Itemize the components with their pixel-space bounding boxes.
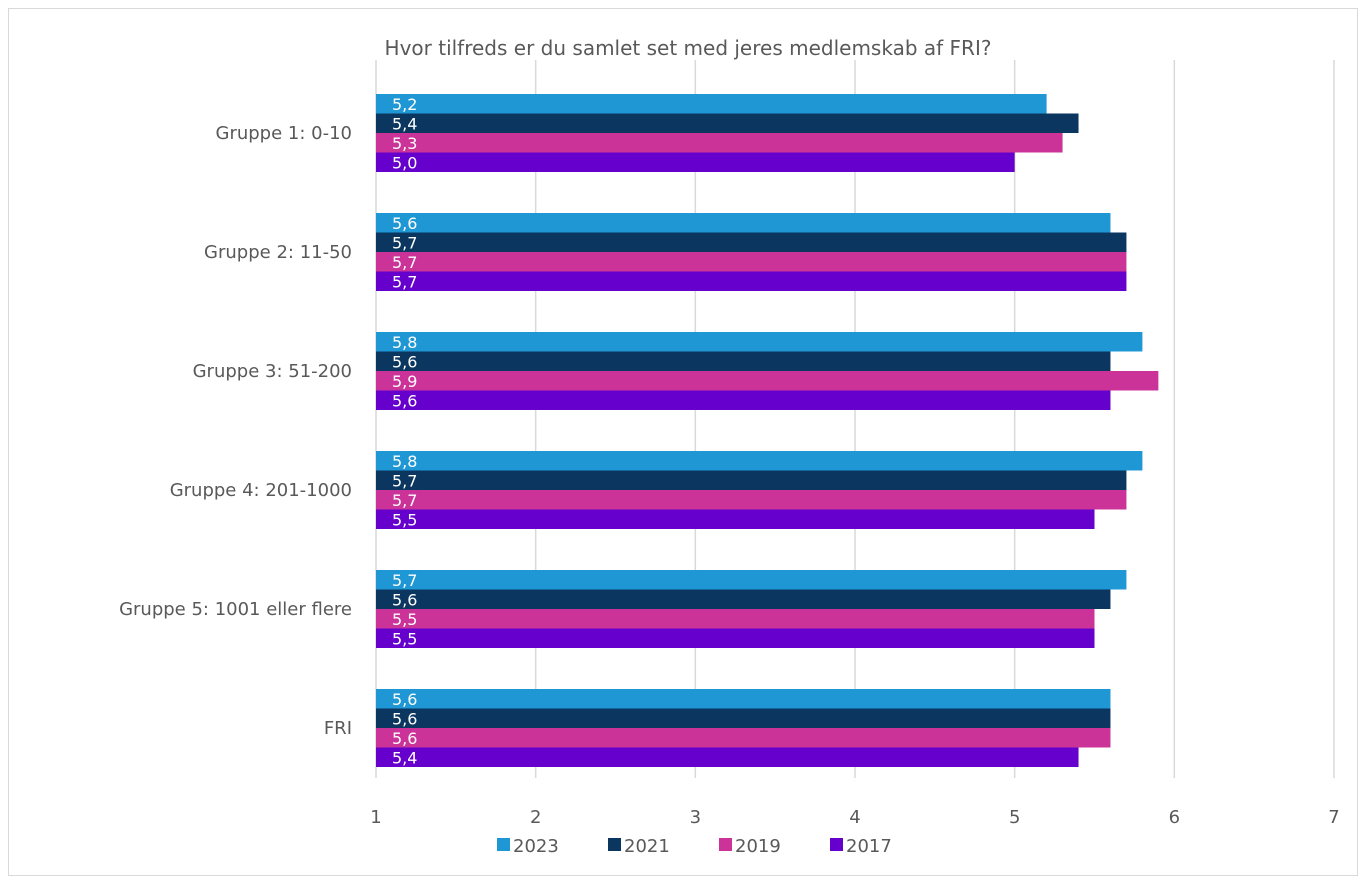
bar-2019 <box>376 728 1111 748</box>
bar-2023 <box>376 451 1143 471</box>
x-tick-label: 7 <box>1328 807 1339 828</box>
data-label: 5,6 <box>392 391 417 410</box>
data-label: 5,8 <box>392 452 417 471</box>
bar-2017 <box>376 152 1015 172</box>
bar-2021 <box>376 113 1079 133</box>
data-label: 5,5 <box>392 610 417 629</box>
data-label: 5,3 <box>392 134 417 153</box>
bar-2023 <box>376 94 1047 114</box>
data-label: 5,5 <box>392 510 417 529</box>
bar-2019 <box>376 609 1095 629</box>
data-label: 5,6 <box>392 214 417 233</box>
bar-2023 <box>376 332 1143 352</box>
data-label: 5,4 <box>392 114 417 133</box>
bar-2019 <box>376 133 1063 153</box>
x-tick-label: 6 <box>1169 807 1180 828</box>
legend-label: 2023 <box>513 836 559 857</box>
data-label: 5,7 <box>392 471 417 490</box>
data-label: 5,6 <box>392 690 417 709</box>
legend-label: 2019 <box>735 836 781 857</box>
bars: 5,25,45,35,05,65,75,75,75,85,65,95,65,85… <box>376 94 1159 767</box>
category-label: Gruppe 2: 11-50 <box>204 242 352 263</box>
data-label: 5,7 <box>392 272 417 291</box>
gridlines <box>375 60 1335 778</box>
bar-2019 <box>376 490 1127 510</box>
data-label: 5,6 <box>392 729 417 748</box>
x-tick-label: 1 <box>370 807 381 828</box>
data-label: 5,9 <box>392 372 417 391</box>
bar-2023 <box>376 689 1111 709</box>
bar-2021 <box>376 708 1111 728</box>
data-label: 5,8 <box>392 333 417 352</box>
data-label: 5,2 <box>392 95 417 114</box>
data-label: 5,7 <box>392 253 417 272</box>
bar-2019 <box>376 371 1159 391</box>
data-label: 5,0 <box>392 153 417 172</box>
category-labels: Gruppe 1: 0-10 Gruppe 2: 11-50 Gruppe 3: 5… <box>119 123 352 739</box>
data-label: 5,6 <box>392 709 417 728</box>
bar-2017 <box>376 628 1095 648</box>
x-tick-label: 2 <box>530 807 541 828</box>
legend-label: 2017 <box>846 836 892 857</box>
chart-title: Hvor tilfreds er du samlet set med jeres… <box>385 36 992 60</box>
x-tick-label: 5 <box>1009 807 1020 828</box>
x-tick-label: 3 <box>690 807 701 828</box>
bar-2017 <box>376 747 1079 767</box>
legend-swatch <box>719 838 732 851</box>
legend-swatch <box>830 838 843 851</box>
data-label: 5,4 <box>392 748 417 767</box>
bar-2021 <box>376 351 1111 371</box>
bar-2021 <box>376 232 1127 252</box>
legend-label: 2021 <box>624 836 670 857</box>
category-label: Gruppe 4: 201-1000 <box>170 480 352 501</box>
data-label: 5,7 <box>392 491 417 510</box>
bar-2023 <box>376 570 1127 590</box>
data-label: 5,6 <box>392 590 417 609</box>
category-label: Gruppe 1: 0-10 <box>216 123 353 144</box>
bar-2017 <box>376 390 1111 410</box>
data-label: 5,5 <box>392 629 417 648</box>
legend: 2023 2021 2019 2017 <box>497 836 892 857</box>
data-label: 5,6 <box>392 352 417 371</box>
category-label: Gruppe 3: 51-200 <box>193 361 352 382</box>
data-label: 5,7 <box>392 571 417 590</box>
category-label: Gruppe 5: 1001 eller flere <box>119 599 352 620</box>
legend-swatch <box>497 838 510 851</box>
bar-2021 <box>376 589 1111 609</box>
bar-2017 <box>376 509 1095 529</box>
data-label: 5,7 <box>392 233 417 252</box>
legend-swatch <box>608 838 621 851</box>
bar-2021 <box>376 470 1127 490</box>
bar-2023 <box>376 213 1111 233</box>
bar-2017 <box>376 271 1127 291</box>
x-axis-ticks: 1 2 3 4 5 6 7 <box>370 807 1339 828</box>
category-label: FRI <box>324 718 352 739</box>
x-tick-label: 4 <box>849 807 860 828</box>
bar-2019 <box>376 252 1127 272</box>
